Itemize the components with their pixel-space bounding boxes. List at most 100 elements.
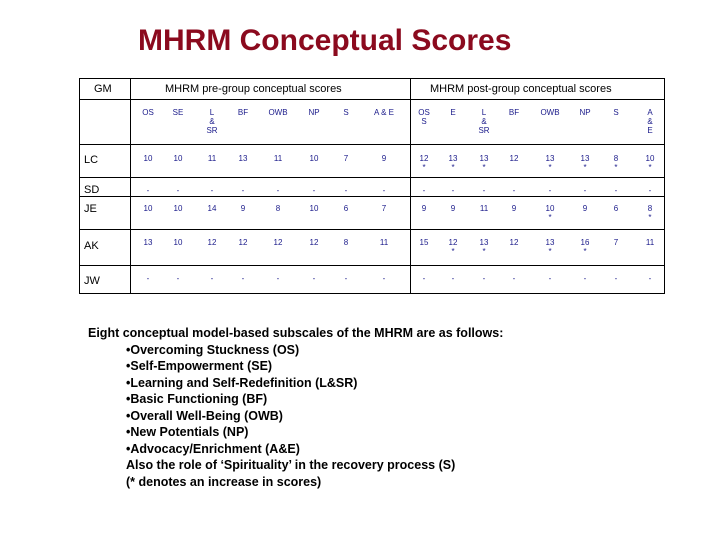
score-cell: 7 — [381, 204, 387, 213]
score-cell: - — [210, 274, 214, 283]
score-cell: - — [210, 186, 214, 195]
subscales-description: Eight conceptual model-based subscales o… — [88, 325, 503, 490]
score-cell: 12 — [509, 154, 519, 163]
score-cell: 13 — [238, 154, 248, 163]
score-cell: - — [648, 186, 652, 195]
score-cell: - — [241, 186, 245, 195]
score-cell: - — [382, 186, 386, 195]
row-label: SD — [84, 184, 100, 196]
subscale-header: NP — [579, 108, 591, 117]
score-cell: 9 — [381, 154, 387, 163]
score-cell: 13 * — [545, 238, 555, 256]
score-cell: 12 * — [419, 154, 429, 172]
subscale-header: SE — [172, 108, 184, 117]
row-divider — [80, 196, 664, 197]
score-cell: - — [614, 186, 618, 195]
row-divider — [80, 229, 664, 230]
score-cell: 10 — [173, 238, 183, 247]
score-cell: 12 — [273, 238, 283, 247]
post-group-label: MHRM post-group conceptual scores — [430, 83, 612, 95]
row-label: LC — [84, 154, 99, 166]
score-cell: - — [344, 274, 348, 283]
score-cell: 15 — [419, 238, 429, 247]
score-cell: - — [512, 186, 516, 195]
score-cell: 9 — [421, 204, 427, 213]
score-cell: - — [276, 274, 280, 283]
score-cell: 14 — [207, 204, 217, 213]
subscale-item: •Basic Functioning (BF) — [126, 392, 268, 406]
score-cell: 13 * — [448, 154, 458, 172]
score-cell: - — [548, 186, 552, 195]
subscale-item: •Overcoming Stuckness (OS) — [126, 342, 300, 357]
score-cell: 7 — [343, 154, 349, 163]
row-divider — [80, 144, 664, 145]
score-cell: 12 — [207, 238, 217, 247]
score-cell: 8 * — [647, 204, 653, 222]
score-cell: - — [241, 274, 245, 283]
score-cell: - — [276, 186, 280, 195]
score-cell: - — [176, 274, 180, 283]
score-cell: - — [548, 274, 552, 283]
column-divider — [410, 79, 411, 293]
subscale-item: •New Potentials (NP) — [126, 425, 249, 439]
score-cell: - — [482, 274, 486, 283]
score-cell: 11 — [207, 154, 217, 163]
score-cell: - — [344, 186, 348, 195]
subscale-header: A & E — [373, 108, 395, 117]
score-cell: 8 * — [613, 154, 619, 172]
description-intro: Eight conceptual model-based subscales o… — [88, 326, 504, 340]
subscale-item: •Overall Well-Being (OWB) — [126, 408, 283, 423]
score-cell: - — [512, 274, 516, 283]
score-cell: - — [451, 186, 455, 195]
score-cell: - — [422, 186, 426, 195]
score-cell: - — [422, 274, 426, 283]
score-cell: - — [583, 186, 587, 195]
row-label: AK — [84, 240, 99, 252]
subscale-header: OS S — [418, 108, 430, 127]
score-cell: 12 — [309, 238, 319, 247]
row-divider — [80, 177, 664, 178]
increase-note: (* denotes an increase in scores) — [126, 474, 322, 489]
subscale-header: A & E — [647, 108, 653, 136]
slide-title: MHRM Conceptual Scores — [138, 24, 512, 57]
score-cell: 8 — [343, 238, 349, 247]
score-cell: 13 — [143, 238, 153, 247]
score-cell: - — [312, 186, 316, 195]
score-cell: 10 — [309, 154, 319, 163]
subscale-item: •Learning and Self-Redefinition (L&SR) — [126, 375, 358, 390]
score-cell: - — [614, 274, 618, 283]
score-cell: 10 — [143, 154, 153, 163]
score-cell: 11 — [273, 154, 283, 163]
score-cell: - — [146, 274, 150, 283]
subscale-header: BF — [237, 108, 249, 117]
score-cell: - — [146, 186, 150, 195]
score-cell: 13 * — [545, 154, 555, 172]
score-cell: - — [482, 186, 486, 195]
score-cell: - — [451, 274, 455, 283]
pre-group-label: MHRM pre-group conceptual scores — [165, 83, 342, 95]
score-cell: 8 — [275, 204, 281, 213]
subscale-header: S — [343, 108, 349, 117]
score-cell: 10 — [309, 204, 319, 213]
score-cell: 16 * — [580, 238, 590, 256]
score-cell: - — [583, 274, 587, 283]
score-cell: 12 — [238, 238, 248, 247]
row-label: JE — [84, 203, 97, 215]
score-cell: 6 — [343, 204, 349, 213]
score-cell: 10 — [143, 204, 153, 213]
score-cell: - — [312, 274, 316, 283]
score-cell: 12 * — [448, 238, 458, 256]
score-cell: 10 * — [545, 204, 555, 222]
score-cell: 11 — [479, 204, 489, 213]
spirituality-note: Also the role of ‘Spirituality’ in the r… — [126, 458, 456, 472]
score-cell: 9 — [582, 204, 588, 213]
header-divider — [80, 99, 664, 100]
score-cell: 11 — [645, 238, 655, 247]
row-label: JW — [84, 275, 100, 287]
score-cell: 13 * — [479, 238, 489, 256]
subscale-header: S — [613, 108, 619, 117]
score-cell: 11 — [379, 238, 389, 247]
subscale-header: E — [450, 108, 456, 117]
score-cell: - — [648, 274, 652, 283]
score-cell: 6 — [613, 204, 619, 213]
